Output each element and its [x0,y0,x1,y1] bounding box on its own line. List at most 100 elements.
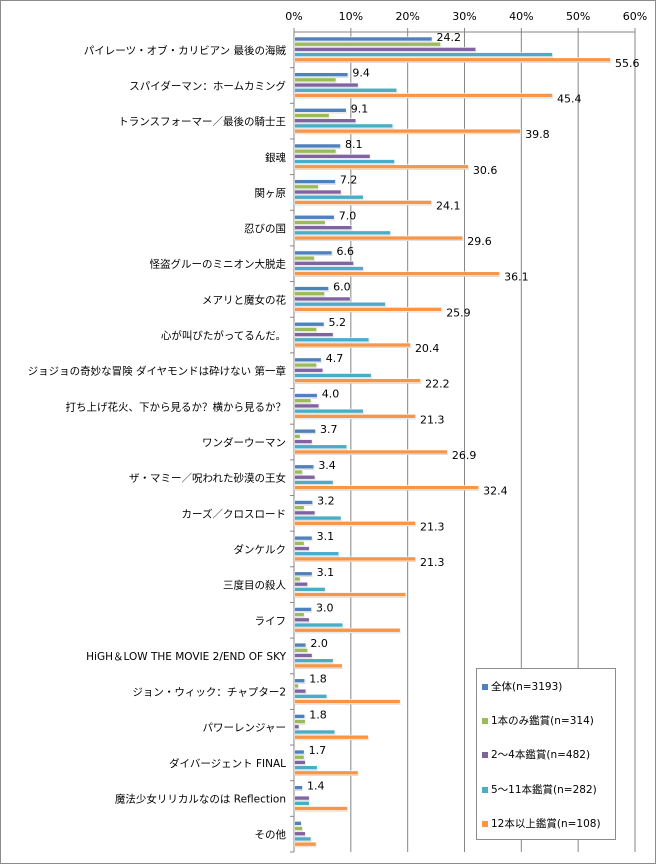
category-label: トランスフォーマー／最後の騎士王 [118,115,286,128]
bar [294,749,305,755]
bar [294,286,329,291]
bar [294,342,411,348]
bar [294,785,303,790]
bar [294,93,553,98]
bar [294,189,342,195]
data-label: 5.2 [329,316,347,329]
bar [294,581,308,587]
bar [294,230,391,236]
data-label: 21.3 [420,413,445,426]
data-label: 1.4 [307,780,325,793]
legend-swatch-2-4-films [482,751,488,758]
bar [294,108,347,113]
legend-item: 5〜11本鑑賞(n=282) [482,782,597,797]
bar [294,647,308,653]
data-label: 1.8 [309,708,327,721]
category-label: パイレーツ・オブ・カリビアン 最後の海賊 [84,44,287,57]
x-tick-label: 0% [285,10,302,23]
x-tick-label: 60% [623,10,647,23]
bar [294,505,305,510]
category-label: 打ち上げ花火、下から見るか？横から見るか？ [66,400,287,413]
bar [294,220,326,225]
bar [294,469,303,475]
category-axis: パイレーツ・オブ・カリビアン 最後の海賊スパイダーマン：ホームカミングトランスフ… [28,44,287,841]
legend-label: 12本以上鑑賞(n=108) [491,818,601,830]
data-label: 21.3 [420,520,445,533]
data-label: 1.8 [309,673,327,686]
bar [294,556,416,562]
bar [294,291,325,297]
bar [294,714,306,719]
category-label: パワーレンジャー [203,722,286,734]
bar [294,408,364,414]
x-tick-label: 10% [339,10,363,23]
bar [294,179,336,184]
category-label: 魔法少女リリカルなのは Reflection [115,793,286,806]
bar [294,214,335,220]
bar [294,200,432,205]
category-label: 銀魂 [265,151,286,164]
bar [294,154,371,159]
bar [294,719,306,724]
bar [294,612,305,617]
bar [294,653,313,658]
bar [294,474,316,480]
data-label: 4.7 [326,352,344,365]
x-tick-label: 40% [509,10,533,23]
data-label: 22.2 [425,378,450,391]
category-label: スパイダーマン：ホームカミング [129,79,286,92]
data-label: 9.4 [352,67,370,80]
data-label: 6.0 [333,281,351,294]
bar [294,332,334,337]
data-label: 7.0 [339,209,357,222]
x-tick-label: 30% [452,10,476,23]
bar [294,113,330,118]
bar [294,87,398,93]
category-label: 関ヶ原 [255,187,287,199]
bar [294,500,313,505]
data-label: 29.6 [467,235,492,248]
category-label: ダンケルク [234,543,287,556]
legend: 全体(n=3193) 1本のみ鑑賞(n=314) 2〜4本鑑賞(n=482) 5… [476,668,616,840]
category-label: ジョジョの奇妙な冒険 ダイヤモンドは砕けない 第一章 [28,365,286,378]
bar [294,642,307,648]
bar [294,57,611,63]
bar [294,821,302,826]
bar [294,699,401,704]
category-label: ワンダーウーマン [202,436,286,449]
category-label: ザ・マミー／呪われた砂漠の王女 [129,472,286,485]
bar [294,77,337,83]
legend-item: 2〜4本鑑賞(n=482) [482,747,590,762]
bar [294,225,353,230]
bar [294,327,317,332]
bar [294,271,500,277]
bar [294,658,334,663]
bar [294,541,305,546]
category-label: その他 [255,828,287,841]
bar [294,434,301,439]
bar [294,250,333,256]
bar [294,485,479,490]
bar [294,148,337,154]
bar [294,301,386,307]
bar [294,571,313,577]
bar [294,592,407,597]
data-label: 3.1 [317,530,335,543]
bar [294,694,328,699]
bar [294,806,348,811]
x-axis-ticks: 0% 10% 20% 30% 40% 50% 60% [285,10,647,23]
bar [294,826,303,831]
bar [294,754,305,760]
bar [294,373,372,378]
bar [294,510,316,516]
category-label: カーズ／クロスロード [182,507,286,520]
bar [294,414,416,419]
bar [294,576,301,582]
bar [294,535,313,541]
bar [294,587,326,592]
bar [294,164,469,170]
bar [294,128,521,134]
bar [294,551,340,557]
bar [294,266,364,271]
